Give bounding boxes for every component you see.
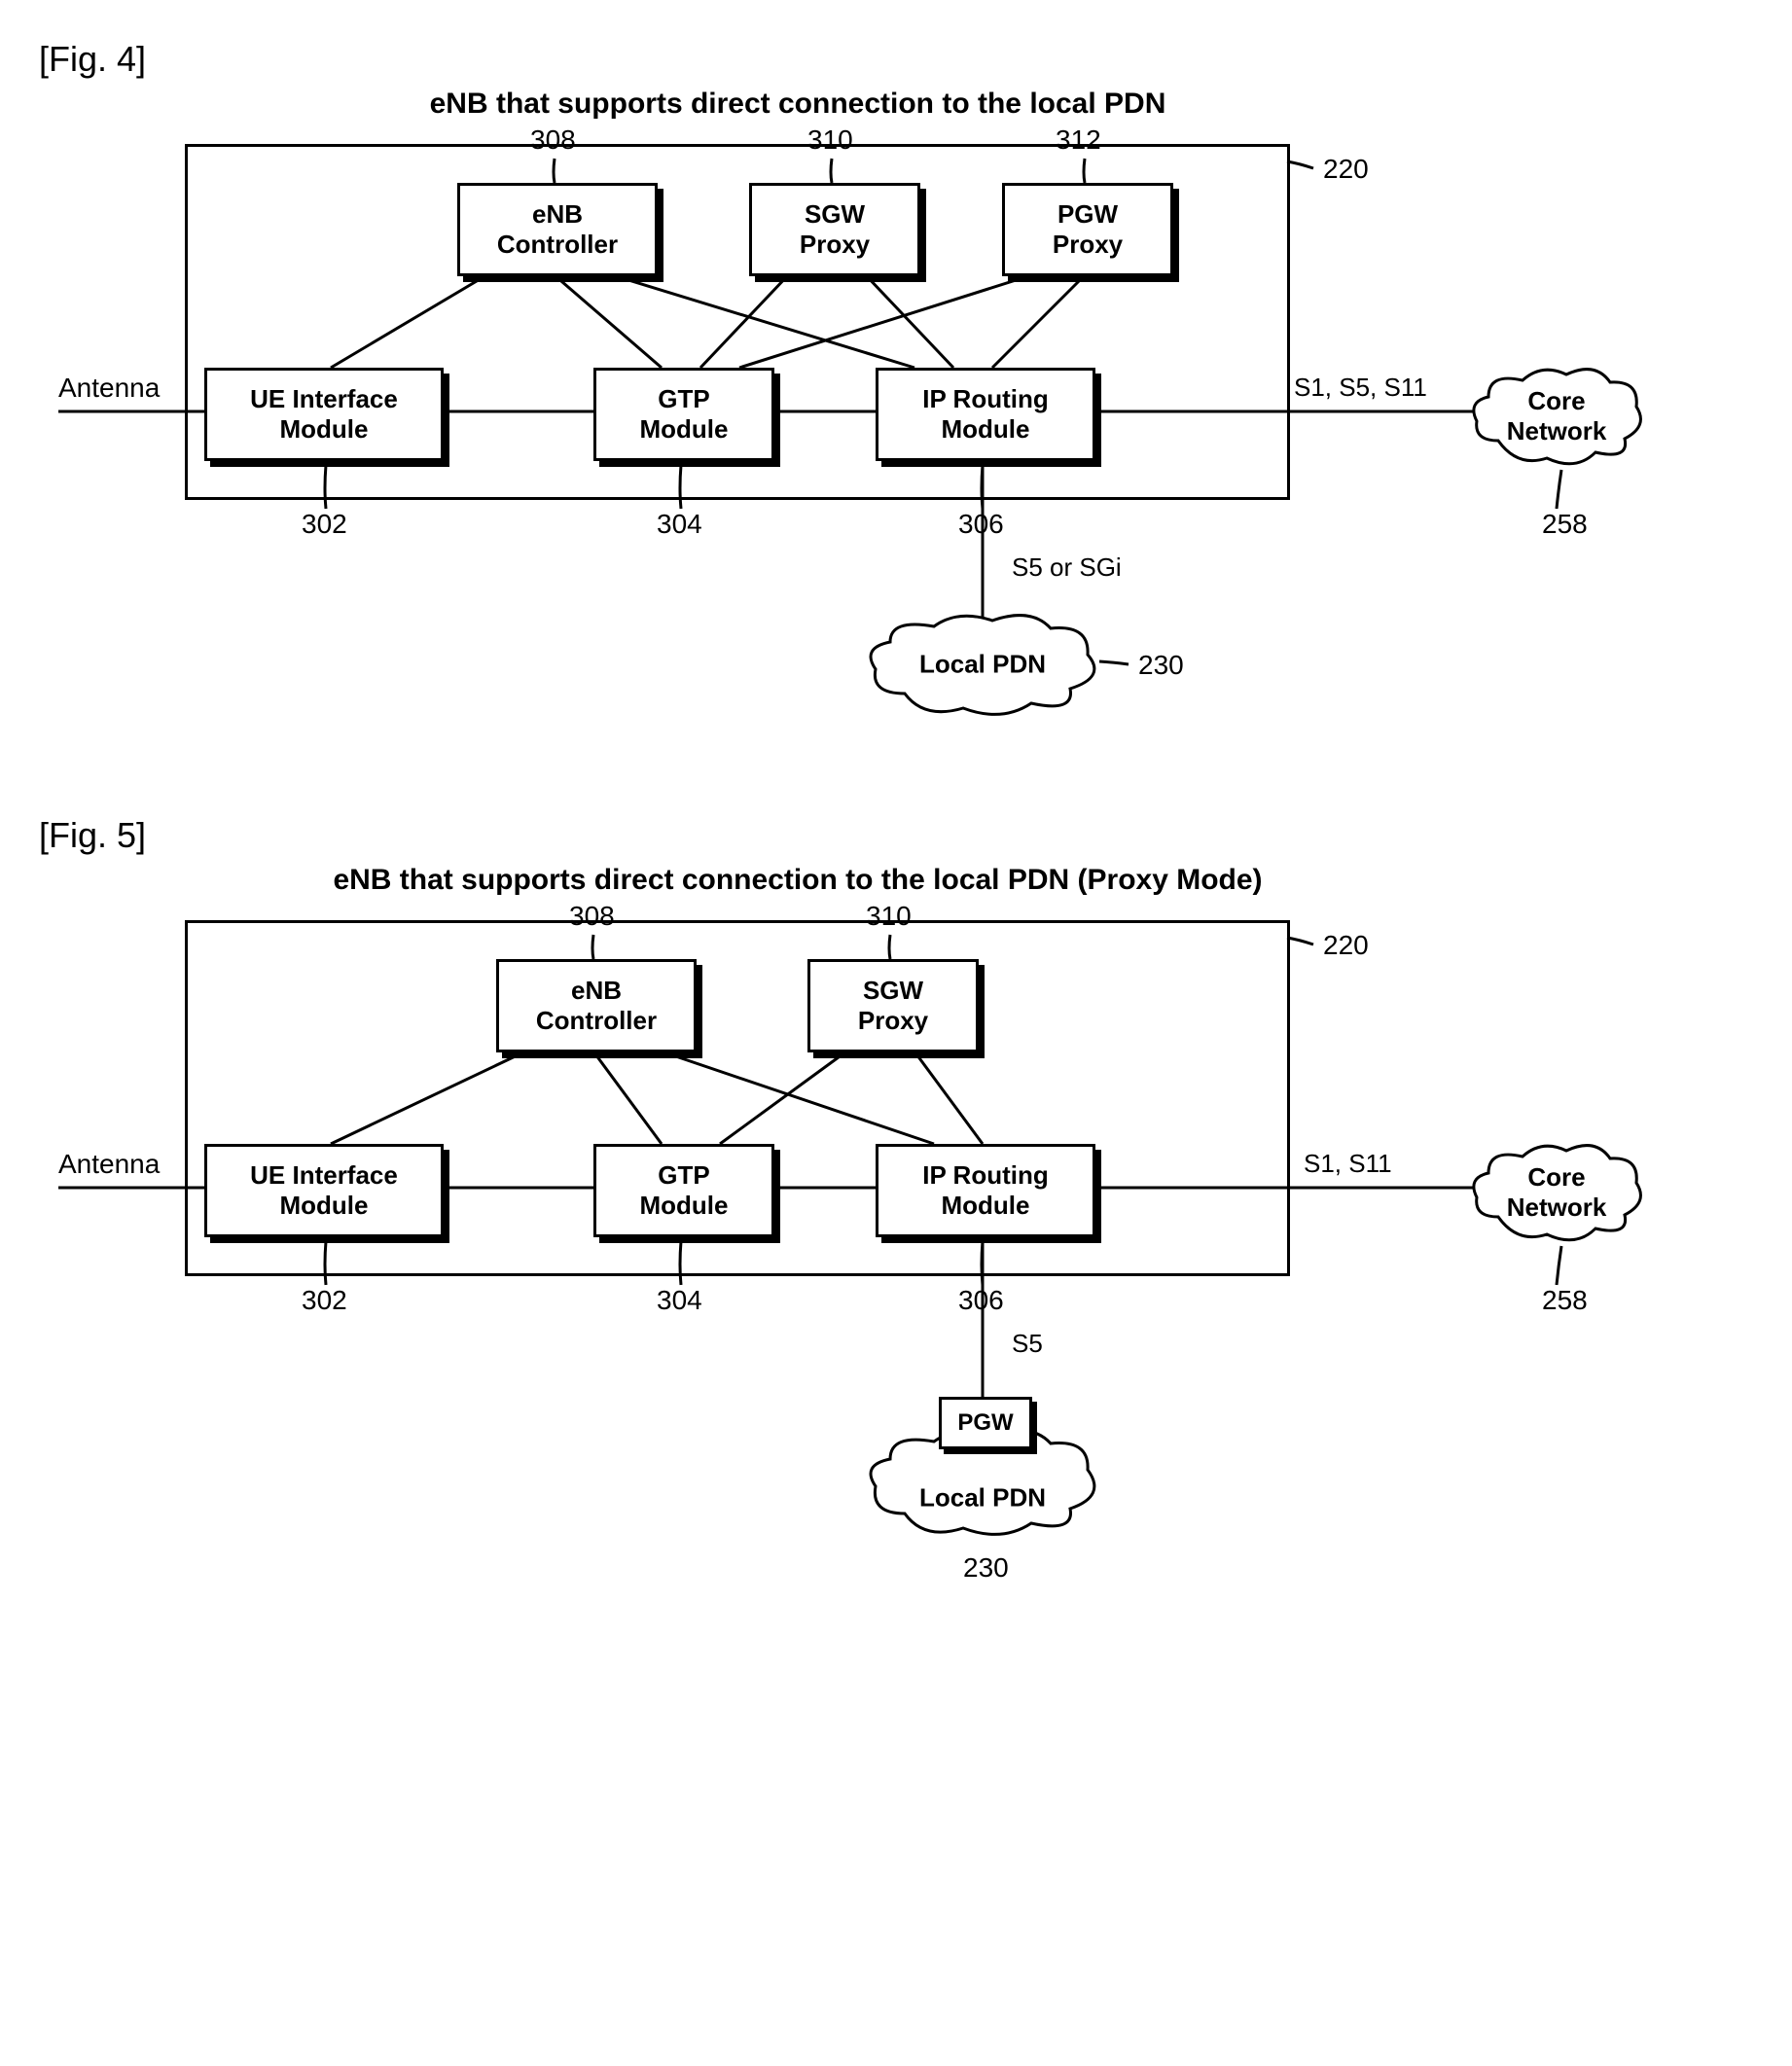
- ref-310: 310: [807, 125, 853, 156]
- ref-302: 302: [302, 509, 347, 540]
- ip5-label1: IP Routing: [878, 1160, 1093, 1191]
- ref-258: 258: [1542, 509, 1588, 540]
- fig5-title: eNB that supports direct connection to t…: [165, 864, 1430, 897]
- ue5-label2: Module: [207, 1191, 441, 1221]
- enb5-label1: eNB: [499, 976, 694, 1006]
- ref-306: 306: [958, 509, 1004, 540]
- s1s11-label: S1, S11: [1304, 1149, 1392, 1179]
- sgw5-label2: Proxy: [810, 1006, 976, 1036]
- ref-230: 230: [1138, 650, 1184, 681]
- pgw-proxy-box: PGW Proxy: [1002, 183, 1173, 276]
- fig5-diagram: eNB Controller SGW Proxy UE Interface Mo…: [39, 901, 1693, 1601]
- local-pdn-text: Local PDN: [866, 650, 1099, 680]
- ip-label1: IP Routing: [878, 384, 1093, 414]
- ip-routing-box: IP Routing Module: [876, 368, 1095, 461]
- enb5-label2: Controller: [499, 1006, 694, 1036]
- core5-text: Core Network: [1469, 1162, 1644, 1223]
- ref-308: 308: [530, 125, 576, 156]
- pgw-label2: Proxy: [1005, 230, 1170, 260]
- core5-l1: Core: [1469, 1162, 1644, 1193]
- gtp-label2: Module: [596, 414, 771, 445]
- core-network-cloud: Core Network: [1469, 363, 1644, 470]
- antenna-label-5: Antenna: [58, 1149, 160, 1180]
- ip5-label2: Module: [878, 1191, 1093, 1221]
- enb-label2: Controller: [460, 230, 655, 260]
- ref5-220: 220: [1323, 930, 1369, 961]
- ue-interface-box-5: UE Interface Module: [204, 1144, 444, 1237]
- gtp-label1: GTP: [596, 384, 771, 414]
- gtp-module-box: GTP Module: [593, 368, 774, 461]
- fig4-label: [Fig. 4]: [39, 39, 1693, 80]
- sgw-proxy-box: SGW Proxy: [749, 183, 920, 276]
- ue-label2: Module: [207, 414, 441, 445]
- ref5-304: 304: [657, 1285, 702, 1316]
- ref-312: 312: [1056, 125, 1101, 156]
- ip-label2: Module: [878, 414, 1093, 445]
- ref5-306: 306: [958, 1285, 1004, 1316]
- s5sgi-label: S5 or SGi: [1012, 552, 1122, 583]
- pgw-on-cloud-box: PGW: [939, 1397, 1032, 1449]
- ip-routing-box-5: IP Routing Module: [876, 1144, 1095, 1237]
- sgw5-label1: SGW: [810, 976, 976, 1006]
- ref5-302: 302: [302, 1285, 347, 1316]
- fig4-title: eNB that supports direct connection to t…: [165, 88, 1430, 121]
- pgw-label1: PGW: [1005, 199, 1170, 230]
- pgw-on-cloud-text: PGW: [957, 1409, 1013, 1437]
- ref5-230: 230: [963, 1552, 1009, 1584]
- ref-304: 304: [657, 509, 702, 540]
- s1s5s11-label: S1, S5, S11: [1294, 373, 1427, 403]
- local-pdn-cloud: Local PDN: [866, 611, 1099, 718]
- enb-label1: eNB: [460, 199, 655, 230]
- ref5-310: 310: [866, 901, 912, 932]
- ue5-label1: UE Interface: [207, 1160, 441, 1191]
- sgw-label2: Proxy: [752, 230, 917, 260]
- gtp5-label1: GTP: [596, 1160, 771, 1191]
- ref5-258: 258: [1542, 1285, 1588, 1316]
- enb-controller-box: eNB Controller: [457, 183, 658, 276]
- core-network-cloud-5: Core Network: [1469, 1139, 1644, 1246]
- fig5-label: [Fig. 5]: [39, 815, 1693, 856]
- s5-label: S5: [1012, 1329, 1043, 1359]
- figure-4: [Fig. 4] eNB that supports direct connec…: [39, 39, 1693, 757]
- core-l2: Network: [1469, 416, 1644, 446]
- fig4-diagram: eNB Controller SGW Proxy PGW Proxy UE In…: [39, 125, 1693, 757]
- figure-5: [Fig. 5] eNB that supports direct connec…: [39, 815, 1693, 1601]
- ue-label1: UE Interface: [207, 384, 441, 414]
- ref-220: 220: [1323, 154, 1369, 185]
- sgw-label1: SGW: [752, 199, 917, 230]
- enb-controller-box-5: eNB Controller: [496, 959, 697, 1052]
- ue-interface-box: UE Interface Module: [204, 368, 444, 461]
- gtp5-label2: Module: [596, 1191, 771, 1221]
- sgw-proxy-box-5: SGW Proxy: [807, 959, 979, 1052]
- core5-l2: Network: [1469, 1193, 1644, 1223]
- local-pdn5-text: Local PDN: [866, 1483, 1099, 1514]
- core-l1: Core: [1469, 386, 1644, 416]
- gtp-module-box-5: GTP Module: [593, 1144, 774, 1237]
- antenna-label: Antenna: [58, 373, 160, 404]
- ref5-308: 308: [569, 901, 615, 932]
- core-text: Core Network: [1469, 386, 1644, 446]
